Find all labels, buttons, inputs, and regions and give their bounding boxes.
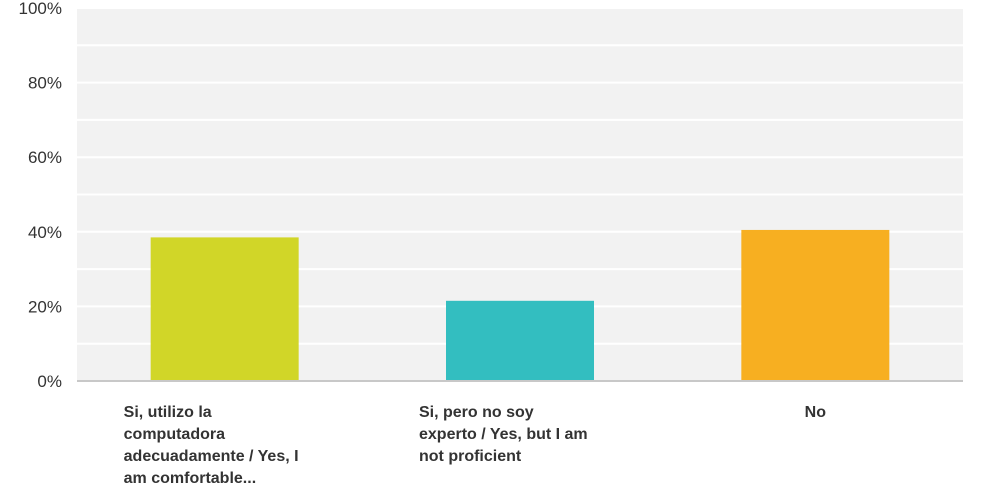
bar[interactable] bbox=[446, 300, 594, 381]
y-axis-ticks: 0% 20% 40% 60% 80% 100% bbox=[19, 0, 62, 391]
x-category-label: No bbox=[804, 404, 826, 421]
y-tick-label: 100% bbox=[19, 0, 62, 18]
x-category-label: Si, utilizo la computadora adecuadamente… bbox=[123, 404, 299, 487]
bar[interactable] bbox=[741, 229, 890, 381]
bars bbox=[150, 229, 890, 381]
y-tick-label: 20% bbox=[28, 297, 62, 316]
bar[interactable] bbox=[150, 237, 299, 381]
x-category-label: Si, pero no soy experto / Yes, but I am … bbox=[419, 404, 588, 465]
y-tick-label: 80% bbox=[28, 74, 62, 93]
y-tick-label: 40% bbox=[28, 223, 62, 242]
y-tick-label: 0% bbox=[37, 372, 62, 391]
y-tick-label: 60% bbox=[28, 148, 62, 167]
